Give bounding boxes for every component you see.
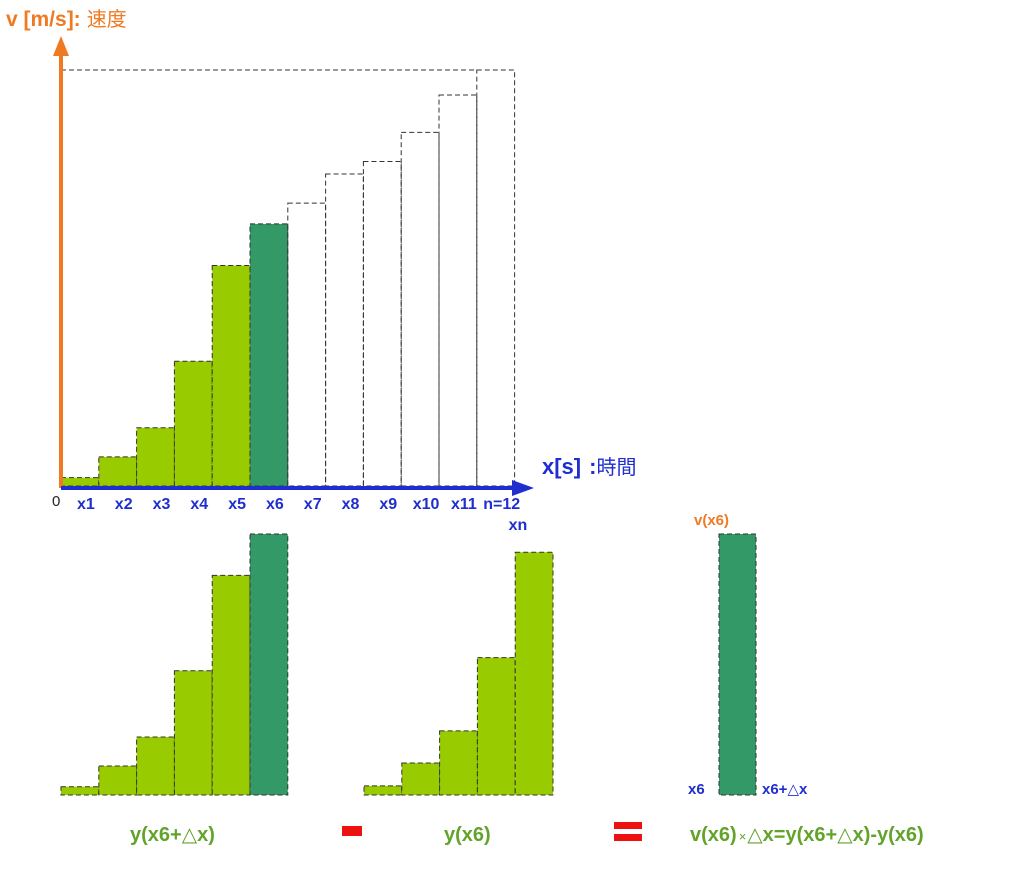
tick-label-x6: x6: [266, 496, 284, 513]
tick-label-x2: x2: [115, 496, 133, 513]
tick-label-x7: x7: [304, 496, 322, 513]
result-right-label: x6+△x: [762, 781, 808, 798]
tick-label-x11: x11: [451, 496, 477, 513]
bottom-middle-bars-bar-x5: [514, 551, 554, 796]
origin-label: 0: [52, 493, 60, 510]
bottom-left-bars-bar-x6: [249, 533, 289, 796]
tick-label-x4: x4: [190, 496, 208, 513]
bottom-left-bars-bar-x1: [60, 786, 100, 796]
bar-x4: [173, 360, 213, 487]
result-formula: v(x6) ×△x=y(x6+△x)-y(x6): [690, 824, 924, 846]
tick-label-x5: x5: [228, 496, 246, 513]
x-axis: [61, 480, 534, 496]
tick-label-x9: x9: [379, 496, 397, 513]
bottom-middle-bars-bar-x3: [439, 730, 478, 796]
bar-x10: [400, 131, 440, 487]
bottom-middle-bars-bar-x1: [363, 785, 403, 796]
bottom-left-bars-bar-x4: [173, 670, 213, 796]
bottom-left-bars: [60, 533, 289, 796]
bottom-middle-bars: [363, 551, 554, 796]
minus-sign: [342, 826, 362, 836]
x-axis-arrowhead: [512, 480, 534, 496]
bar-n=12: [476, 69, 516, 487]
bar-x8: [325, 173, 364, 487]
left-formula: y(x6+△x): [130, 824, 215, 846]
y-axis-label: v [m/s]: 速度: [6, 8, 127, 31]
bar-x9: [362, 161, 402, 487]
tick-label-n=12: n=12: [483, 496, 520, 513]
x-axis-label: x[s]:時間: [542, 454, 636, 479]
equals-sign: [614, 822, 642, 841]
tick-label-x10: x10: [413, 496, 440, 513]
bar-x2: [98, 456, 138, 487]
bottom-middle-bars-bar-x2: [401, 762, 441, 796]
bar-x11: [438, 94, 478, 487]
tick-label-x1: x1: [77, 496, 95, 513]
bar-x5: [211, 265, 251, 487]
bottom-middle-bars-bar-x4: [476, 657, 516, 796]
bar-x6: [249, 223, 289, 487]
result-left-label: x6: [688, 781, 705, 798]
bottom-left-bars-bar-x2: [98, 765, 138, 796]
bottom-left-bars-bar-x5: [211, 574, 251, 796]
tick-label-x3: x3: [153, 496, 171, 513]
bottom-left-bars-bar-x3: [136, 736, 175, 796]
tick-label-xn: xn: [509, 517, 528, 534]
main-tick-labels: x1 x2 x3 x4 x5 x6 x7 x8 x9 x10 x11 n=12 xn: [77, 496, 527, 534]
y-axis: [53, 36, 69, 488]
y-axis-arrowhead: [53, 36, 69, 56]
middle-formula: y(x6): [444, 824, 491, 846]
bar-x1: [60, 477, 100, 487]
result-top-label: v(x6): [694, 512, 729, 529]
bar-x3: [136, 427, 175, 487]
main-bars: [60, 69, 516, 487]
result-bar-group: [718, 533, 757, 796]
result-bar: [718, 533, 757, 796]
bar-x7: [287, 202, 327, 487]
tick-label-x8: x8: [342, 496, 360, 513]
